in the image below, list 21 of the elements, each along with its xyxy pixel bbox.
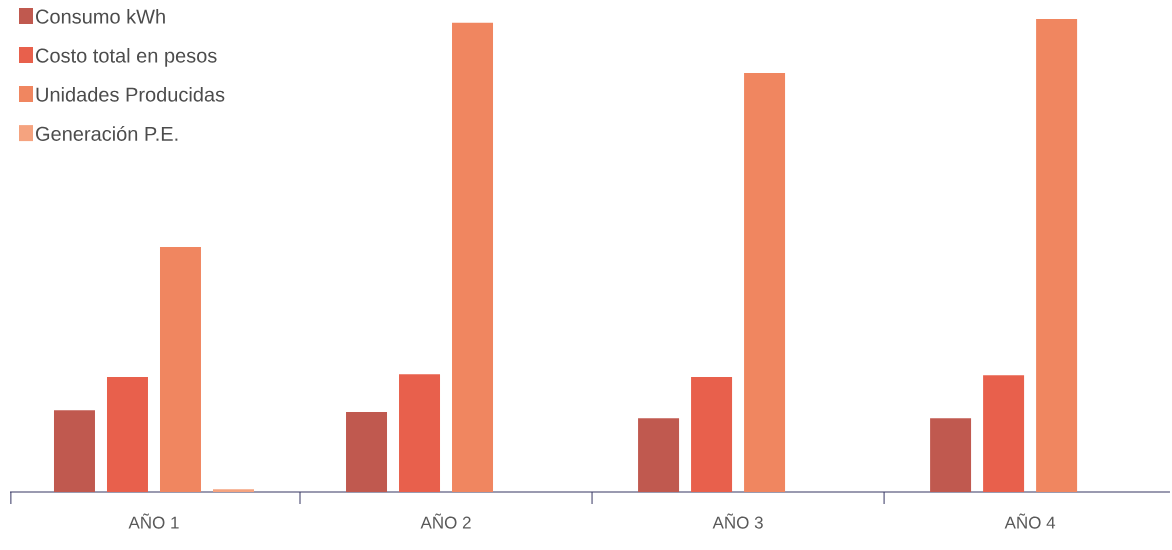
bar <box>638 418 680 492</box>
bar <box>159 246 201 492</box>
x-tick-label: AÑO 4 <box>1004 513 1056 529</box>
bar <box>930 418 972 492</box>
legend-label: Unidades Producidas <box>36 87 225 102</box>
bar <box>212 489 254 492</box>
bar <box>691 377 733 492</box>
bar <box>53 410 95 492</box>
bar <box>346 412 388 492</box>
bar <box>1036 19 1078 492</box>
x-tick-label: AÑO 2 <box>420 513 471 529</box>
legend-label: Consumo kWh <box>36 9 165 24</box>
bar <box>983 375 1025 492</box>
legend-label: Costo total en pesos <box>36 48 217 67</box>
bar <box>452 22 494 492</box>
legend-label: Generación P.E. <box>36 125 178 141</box>
bar <box>744 72 786 492</box>
bar <box>106 377 148 492</box>
bar <box>399 374 441 492</box>
x-tick-label: AÑO 3 <box>712 513 763 529</box>
x-tick-label: AÑO 1 <box>128 513 179 529</box>
